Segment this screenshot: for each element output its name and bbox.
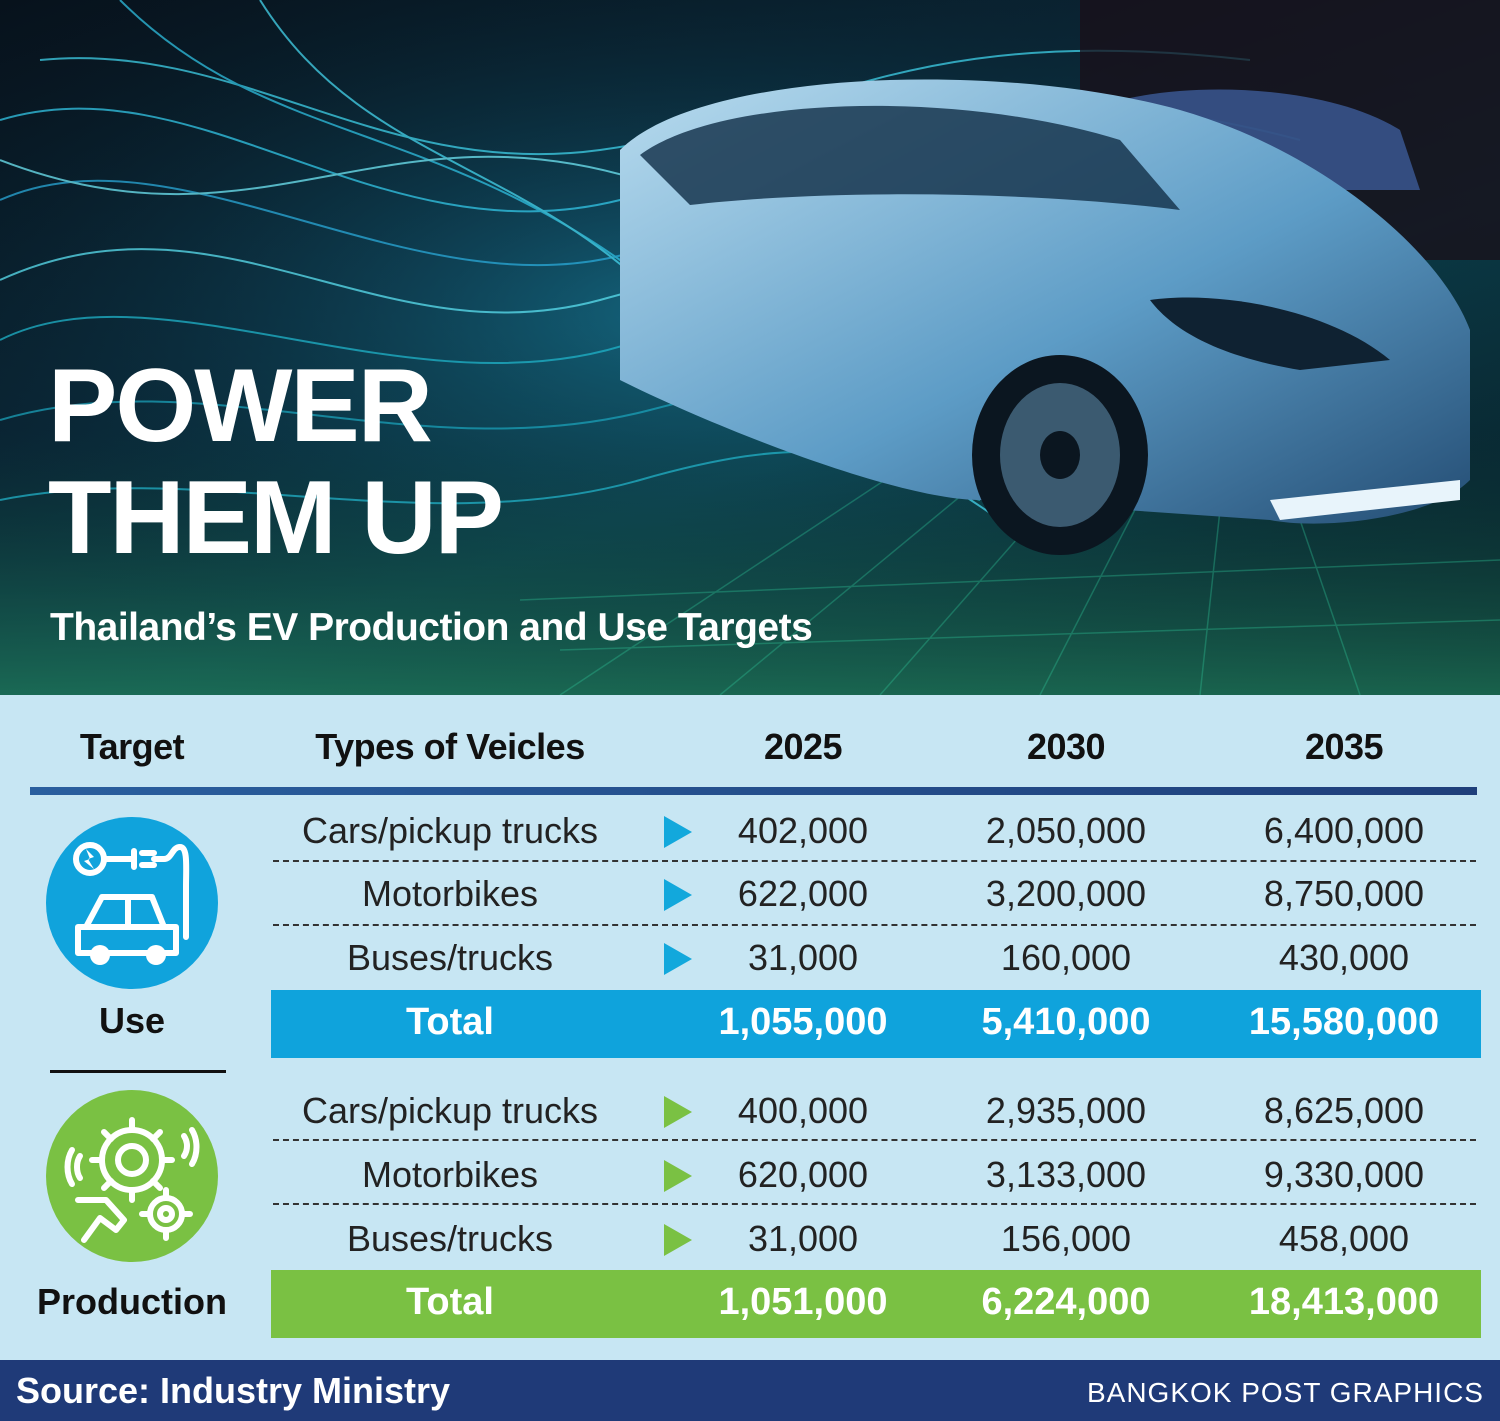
production-row-2-type: Motorbikes xyxy=(361,1154,539,1195)
hero-photo-illustration xyxy=(0,0,1500,695)
use-row-3-2025: 31,000 xyxy=(747,937,859,978)
production-group-icon xyxy=(46,1090,218,1262)
production-row-1-type: Cars/pickup trucks xyxy=(301,1090,599,1131)
graphics-credit: BANGKOK POST GRAPHICS xyxy=(1086,1377,1484,1408)
header-target: Target xyxy=(79,726,185,767)
use-total-label: Total xyxy=(406,1001,494,1043)
production-row-1-arrow-icon xyxy=(664,1096,692,1128)
use-total-2025: 1,055,000 xyxy=(718,1001,888,1043)
subtitle: Thailand’s EV Production and Use Targets xyxy=(50,606,813,649)
production-total-2030: 6,224,000 xyxy=(981,1281,1151,1323)
production-row-1-2025: 400,000 xyxy=(737,1090,869,1131)
production-row-1-2035: 8,625,000 xyxy=(1263,1090,1425,1131)
use-row-2-arrow-icon xyxy=(664,879,692,911)
use-row-3-2035: 430,000 xyxy=(1278,937,1410,978)
production-row-2-2035: 9,330,000 xyxy=(1263,1154,1425,1195)
use-row-1-2035: 6,400,000 xyxy=(1263,810,1425,851)
production-row-3-arrow-icon xyxy=(664,1224,692,1256)
header-rule xyxy=(30,787,1477,795)
use-total-2030: 5,410,000 xyxy=(981,1001,1151,1043)
production-total-2025: 1,051,000 xyxy=(718,1281,888,1323)
use-row-3-2030: 160,000 xyxy=(1000,937,1132,978)
page-title: POWER THEM UP xyxy=(48,348,504,576)
production-group-label: Production xyxy=(37,1281,227,1322)
use-row-1-type: Cars/pickup trucks xyxy=(301,810,599,851)
use-row-1-2025: 402,000 xyxy=(737,810,869,851)
production-total-label: Total xyxy=(406,1281,494,1323)
row-divider xyxy=(273,924,1476,926)
use-row-2-2035: 8,750,000 xyxy=(1263,873,1425,914)
row-divider xyxy=(273,860,1476,862)
production-row-3-2030: 156,000 xyxy=(1000,1218,1132,1259)
production-row-2-2030: 3,133,000 xyxy=(985,1154,1147,1195)
use-row-1-2030: 2,050,000 xyxy=(985,810,1147,851)
production-total-2035: 18,413,000 xyxy=(1248,1281,1440,1323)
header-year-2025: 2025 xyxy=(763,726,843,767)
row-divider xyxy=(273,1139,1476,1141)
title-line-2: THEM UP xyxy=(48,460,504,576)
hero-banner: POWER THEM UP Thailand’s EV Production a… xyxy=(0,0,1500,695)
header-types: Types of Veicles xyxy=(315,726,585,767)
title-line-1: POWER xyxy=(48,348,433,464)
source-note: Source: Industry Ministry xyxy=(16,1370,451,1411)
row-divider xyxy=(273,1203,1476,1205)
production-row-3-type: Buses/trucks xyxy=(346,1218,554,1259)
use-row-1-arrow-icon xyxy=(664,816,692,848)
production-row-2-2025: 620,000 xyxy=(737,1154,869,1195)
use-row-3-arrow-icon xyxy=(664,943,692,975)
header-year-2030: 2030 xyxy=(1026,726,1106,767)
use-row-2-2030: 3,200,000 xyxy=(985,873,1147,914)
footer-bar xyxy=(0,1360,1500,1421)
use-row-2-type: Motorbikes xyxy=(361,873,539,914)
production-row-1-2030: 2,935,000 xyxy=(985,1090,1147,1131)
header-year-2035: 2035 xyxy=(1304,726,1384,767)
gears-hand-icon xyxy=(64,1117,200,1243)
production-row-3-2035: 458,000 xyxy=(1278,1218,1410,1259)
use-row-2-2025: 622,000 xyxy=(737,873,869,914)
use-total-bar xyxy=(271,990,1481,1058)
use-total-2035: 15,580,000 xyxy=(1248,1001,1440,1043)
use-row-3-type: Buses/trucks xyxy=(346,937,554,978)
use-group-label: Use xyxy=(98,1000,166,1041)
production-row-3-2025: 31,000 xyxy=(747,1218,859,1259)
group-separator xyxy=(50,1070,226,1073)
ev-charging-car-icon xyxy=(73,842,190,965)
use-group-icon xyxy=(46,817,218,989)
production-row-2-arrow-icon xyxy=(664,1160,692,1192)
production-total-bar xyxy=(271,1270,1481,1338)
